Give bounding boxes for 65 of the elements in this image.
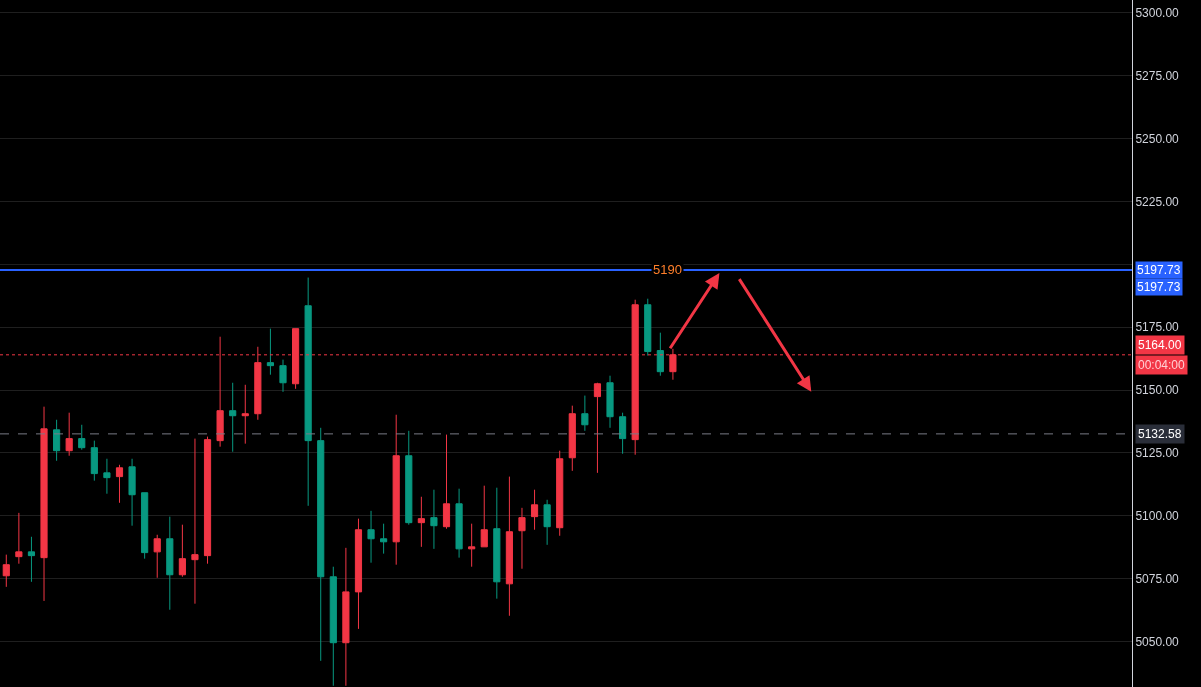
y-tick-label: 5300.00 [1135, 5, 1180, 20]
y-tick-label: 5150.00 [1135, 383, 1180, 398]
ref-line-label: 5197.73 [1137, 263, 1181, 277]
candlestick [606, 375, 614, 429]
candlestick [178, 524, 186, 578]
y-tick-label: 5075.00 [1135, 571, 1180, 586]
candlestick [166, 516, 174, 611]
candlestick [342, 547, 350, 687]
candlestick [480, 485, 488, 548]
candlestick [530, 489, 539, 531]
candlestick [128, 458, 136, 527]
candlestick [455, 488, 463, 559]
candlestick [115, 464, 124, 504]
candlestick [354, 518, 363, 630]
annotation: 5190 [653, 262, 682, 277]
candlestick [103, 458, 111, 495]
ref-line-label: 5164.00 [1138, 338, 1182, 352]
candlestick [229, 382, 237, 453]
candlestick [405, 430, 413, 526]
candlestick [153, 534, 161, 579]
candlestick [27, 536, 36, 583]
candlestick [90, 440, 98, 482]
candlestick [656, 332, 664, 377]
candlestick [430, 489, 438, 550]
candlestick [468, 523, 476, 568]
y-tick-label: 5225.00 [1135, 194, 1180, 209]
candlestick [2, 554, 10, 588]
candlestick [644, 298, 652, 357]
y-tick-label: 5275.00 [1135, 68, 1180, 83]
candlestick [568, 405, 576, 472]
y-tick-label: 5100.00 [1135, 509, 1180, 524]
text: 5197.73 [1137, 280, 1181, 294]
candlestick [593, 382, 602, 474]
text: 00:04:00 [1138, 358, 1186, 372]
candlestick [78, 424, 86, 451]
candlestick [191, 438, 199, 605]
candlestick [65, 412, 73, 457]
candlestick [518, 507, 526, 570]
candlestick [53, 419, 61, 462]
candlestick [266, 328, 274, 376]
candlestick [304, 277, 312, 507]
candlestick [442, 434, 451, 530]
candlestick [367, 510, 375, 564]
y-tick-label: 5050.00 [1135, 634, 1180, 649]
candlestick [241, 384, 249, 445]
candlestick [581, 395, 589, 432]
candlestick [417, 496, 425, 548]
candlestick [40, 406, 48, 602]
candlestick [141, 492, 149, 560]
candlestick [392, 414, 400, 566]
candlestick [619, 412, 627, 455]
y-tick-label: 5175.00 [1135, 320, 1180, 335]
candlestick [329, 566, 337, 687]
y-tick-label: 5250.00 [1135, 131, 1180, 146]
candlestick [493, 487, 501, 600]
candlestick [203, 436, 212, 565]
candlestick [505, 476, 513, 617]
candlestick [543, 499, 551, 546]
ref-line-label: 5132.58 [1138, 427, 1182, 441]
y-tick-label: 5125.00 [1135, 446, 1180, 461]
candlestick [317, 427, 325, 662]
candlestick [279, 359, 287, 393]
candlestick [15, 512, 23, 565]
candlestick [380, 523, 388, 555]
candlestick [556, 450, 564, 537]
